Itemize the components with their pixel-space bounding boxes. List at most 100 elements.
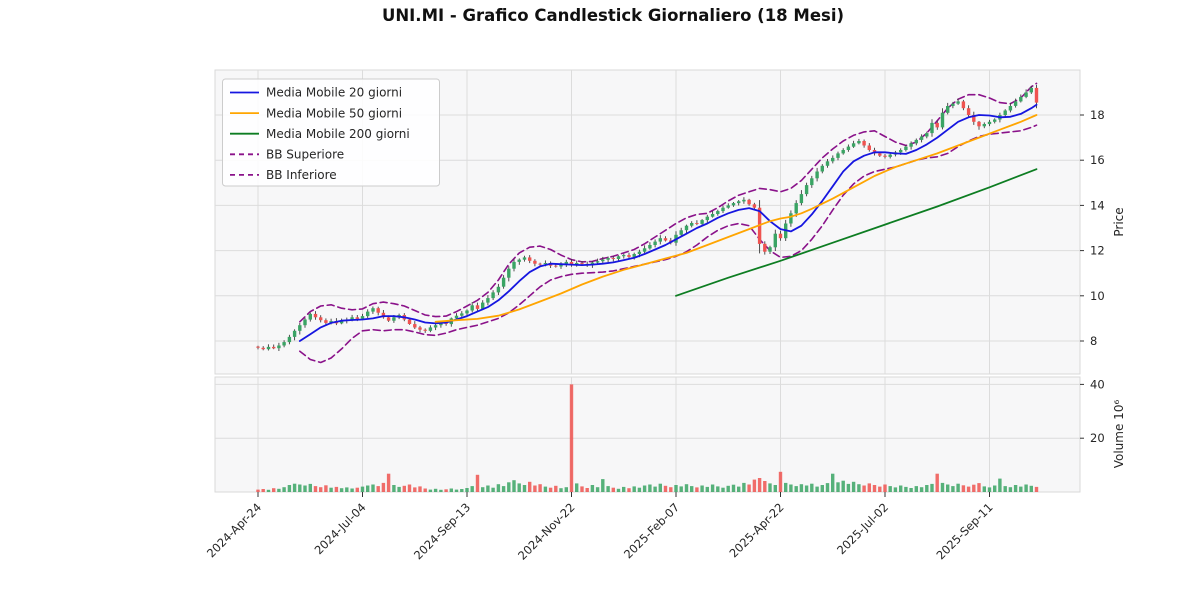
candle-up [266,346,271,350]
candle-down [935,122,939,128]
volume-bar [548,487,553,492]
volume-bar [909,488,913,492]
ma50-line [434,114,1038,323]
volume-bar [919,487,924,492]
volume-bar [522,485,527,492]
volume-bar [287,485,292,492]
volume-bar [851,481,856,492]
volume-bar [987,487,992,492]
candle-up [496,286,501,293]
candle-up [277,345,281,349]
x-tick-label: 2024-Nov-22 [515,500,577,562]
volume-bar [1013,485,1018,492]
candle-down [752,204,757,208]
volume-bar [857,484,861,492]
candle-up [575,263,579,265]
candle-up [987,121,992,125]
volume-bar [611,487,615,492]
candle-up [512,261,516,269]
candle-down [475,305,480,309]
volume-panel [214,376,1081,493]
candle-up [303,319,307,326]
volume-bar [820,485,824,492]
candle-down [972,115,976,122]
legend-label-ma20: Media Mobile 20 giorni [266,86,402,100]
candle-up [292,330,297,337]
volume-bar [899,485,903,492]
volume-bar [773,485,777,492]
volume-bar [836,482,840,492]
volume-bar [339,488,344,492]
volume-bar [763,481,767,492]
volume-bar [324,485,328,492]
candle-up [726,205,730,208]
volume-bar [648,484,652,492]
volume-bar [663,485,668,492]
candle-down [413,324,417,328]
volume-bar [303,485,307,492]
volume-bar [768,483,772,492]
volume-bar [616,488,621,492]
candle-down [663,238,668,241]
candle-down [977,121,981,127]
candle-down [778,233,783,239]
candle-down [862,141,866,146]
candle-down [381,312,386,318]
candle-up [919,136,924,140]
volume-bar [710,484,715,492]
ma20-line [298,103,1038,342]
candle-down [376,308,380,313]
volume-bar [925,485,929,492]
volume-bar [313,486,318,492]
candle-up [606,258,610,260]
volume-bar [413,487,417,492]
candle-up [951,103,955,106]
candle-up [308,313,312,320]
candle-down [256,346,260,348]
volume-bar [1029,485,1033,492]
volume-bar [465,488,469,492]
price-tick-label: 12 [1090,244,1105,258]
candle-up [433,325,438,328]
candle-up [460,313,464,316]
bb-upper-line [298,82,1038,323]
volume-bar [1003,486,1007,492]
volume-bar [564,487,568,492]
volume-bar [407,484,412,492]
volume-bar [392,485,396,492]
candle-up [1024,92,1028,97]
volume-bar [345,487,349,492]
x-tick-label: 2024-Sep-13 [411,500,473,562]
candle-up [507,268,511,278]
candle-up [287,336,292,343]
volume-bar [282,487,286,492]
volume-bar [454,489,459,492]
volume-bar [1024,484,1028,492]
candle-up [737,201,741,204]
candle-up [465,310,469,314]
volume-bar [998,478,1002,492]
moving-average-lines [298,103,1038,342]
volume-bar [439,489,443,492]
volume-bar [831,473,835,492]
legend-label-ma200: Media Mobile 200 giorni [266,127,410,141]
volume-bar [402,485,406,492]
candle-up [559,264,563,267]
candle-up [888,154,892,157]
candle-up [1019,96,1023,102]
volume-bar [491,487,495,492]
candle-up [679,230,683,235]
volume-bar [878,486,882,492]
volume-bar [778,471,783,492]
volume-bar [982,486,986,492]
candle-up [564,261,568,265]
volume-bar [825,483,830,492]
candle-down [867,145,871,150]
candle-down [569,261,574,265]
volume-axis-label: Volume 10⁶ [1112,400,1126,469]
candle-up [956,101,960,104]
candle-up [899,150,903,153]
volume-bar [794,486,798,492]
price-tick-label: 16 [1090,153,1105,167]
candle-up [804,185,809,195]
